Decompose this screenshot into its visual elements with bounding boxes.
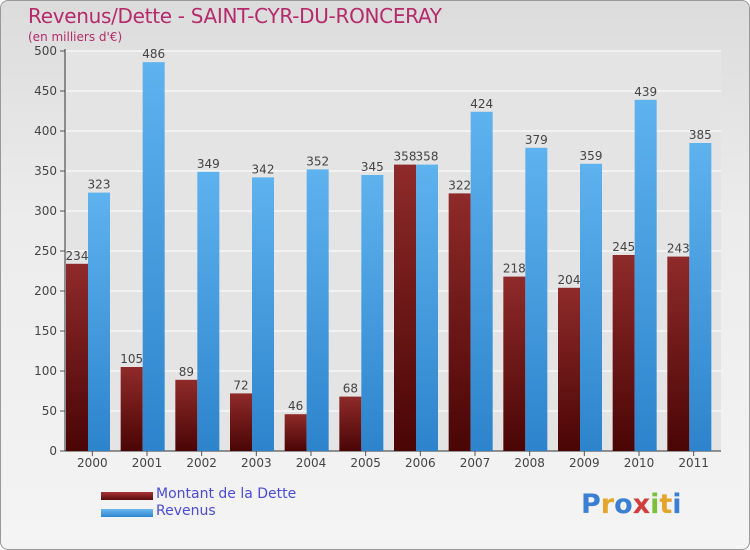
data-label-debt-2010: 245 (612, 240, 635, 254)
y-tick-label-0: 0 (49, 444, 57, 458)
bar-revenue-2008 (525, 147, 548, 452)
legend-swatch-debt (101, 492, 153, 500)
logo-letter: t (659, 489, 673, 520)
bar-revenue-2001 (142, 62, 165, 451)
data-label-debt-2006: 358 (394, 150, 417, 164)
chart-title: Revenus/Dette - SAINT-CYR-DU-RONCERAY (28, 4, 442, 28)
data-label-revenue-2004: 352 (306, 154, 329, 168)
data-label-debt-2001: 105 (120, 352, 143, 366)
data-label-revenue-2005: 345 (361, 160, 384, 174)
bar-revenue-2003 (252, 177, 274, 451)
data-label-revenue-2002: 349 (197, 157, 220, 171)
x-tick-label-2009: 2009 (569, 456, 600, 470)
chart-subtitle: (en milliers d'€) (28, 30, 123, 44)
data-label-debt-2008: 218 (503, 262, 526, 276)
data-label-debt-2000: 234 (66, 249, 89, 263)
y-tick-label-300: 300 (34, 204, 57, 218)
logo-letter: r (600, 489, 615, 520)
y-tick-label-250: 250 (34, 244, 57, 258)
legend-label-revenue: Revenus (156, 503, 216, 519)
bar-debt-2002 (175, 379, 198, 451)
data-label-revenue-2003: 342 (252, 162, 275, 176)
data-label-revenue-2010: 439 (634, 85, 657, 99)
y-tick-label-400: 400 (34, 124, 57, 138)
data-label-revenue-2008: 379 (525, 133, 548, 147)
x-tick-label-2007: 2007 (460, 456, 491, 470)
bar-debt-2001 (120, 367, 143, 451)
proxiti-logo: Proxiti (581, 489, 682, 520)
bar-debt-2000 (66, 263, 88, 451)
bar-revenue-2002 (197, 171, 220, 452)
bar-revenue-2011 (689, 143, 712, 451)
legend-label-debt: Montant de la Dette (156, 486, 297, 502)
data-label-debt-2005: 68 (343, 382, 358, 396)
x-tick-label-2006: 2006 (405, 456, 436, 470)
y-tick-label-50: 50 (42, 404, 57, 418)
bar-revenue-2005 (361, 175, 384, 451)
data-label-revenue-2009: 359 (580, 149, 603, 163)
logo-letter: P (581, 489, 601, 520)
bar-revenue-2006 (416, 164, 438, 451)
bar-debt-2009 (558, 287, 580, 451)
y-tick-label-100: 100 (34, 364, 57, 378)
data-label-debt-2004: 46 (288, 399, 303, 413)
y-tick-label-500: 500 (34, 44, 57, 58)
bar-debt-2003 (230, 393, 252, 451)
bar-revenue-2000 (88, 192, 110, 451)
x-tick-label-2000: 2000 (77, 456, 108, 470)
x-tick-label-2005: 2005 (350, 456, 381, 470)
data-label-debt-2002: 89 (179, 365, 194, 379)
bar-revenue-2007 (470, 111, 493, 452)
data-label-revenue-2000: 323 (88, 178, 111, 192)
bar-debt-2004 (284, 414, 307, 451)
x-tick-label-2010: 2010 (624, 456, 655, 470)
x-tick-label-2003: 2003 (241, 456, 272, 470)
data-label-revenue-2011: 385 (689, 128, 712, 142)
x-tick-label-2004: 2004 (296, 456, 327, 470)
bar-debt-2005 (339, 396, 362, 451)
logo-letter: x (632, 489, 651, 520)
data-label-debt-2003: 72 (233, 378, 248, 392)
data-label-debt-2009: 204 (558, 273, 581, 287)
bar-revenue-2010 (634, 99, 657, 452)
x-tick-label-2001: 2001 (132, 456, 163, 470)
data-label-revenue-2007: 424 (470, 97, 493, 111)
bar-debt-2007 (448, 193, 471, 451)
logo-letter: o (614, 489, 633, 520)
bar-debt-2006 (394, 164, 416, 451)
x-tick-label-2011: 2011 (678, 456, 709, 470)
x-tick-label-2008: 2008 (514, 456, 545, 470)
logo-letter: i (672, 489, 682, 520)
bar-revenue-2009 (580, 163, 602, 452)
y-tick-label-150: 150 (34, 324, 57, 338)
data-label-debt-2011: 243 (667, 242, 690, 256)
bar-debt-2010 (612, 255, 635, 451)
bar-debt-2008 (503, 276, 526, 451)
bar-debt-2011 (667, 256, 690, 451)
y-tick-label-350: 350 (34, 164, 57, 178)
data-label-revenue-2006: 358 (416, 150, 439, 164)
legend-swatch-revenue (101, 509, 153, 517)
y-tick-label-450: 450 (34, 84, 57, 98)
bar-revenue-2004 (306, 169, 329, 451)
x-tick-label-2002: 2002 (186, 456, 217, 470)
data-label-revenue-2001: 486 (142, 47, 165, 61)
data-label-debt-2007: 322 (448, 178, 471, 192)
y-tick-label-200: 200 (34, 284, 57, 298)
logo-letter: i (650, 489, 660, 520)
